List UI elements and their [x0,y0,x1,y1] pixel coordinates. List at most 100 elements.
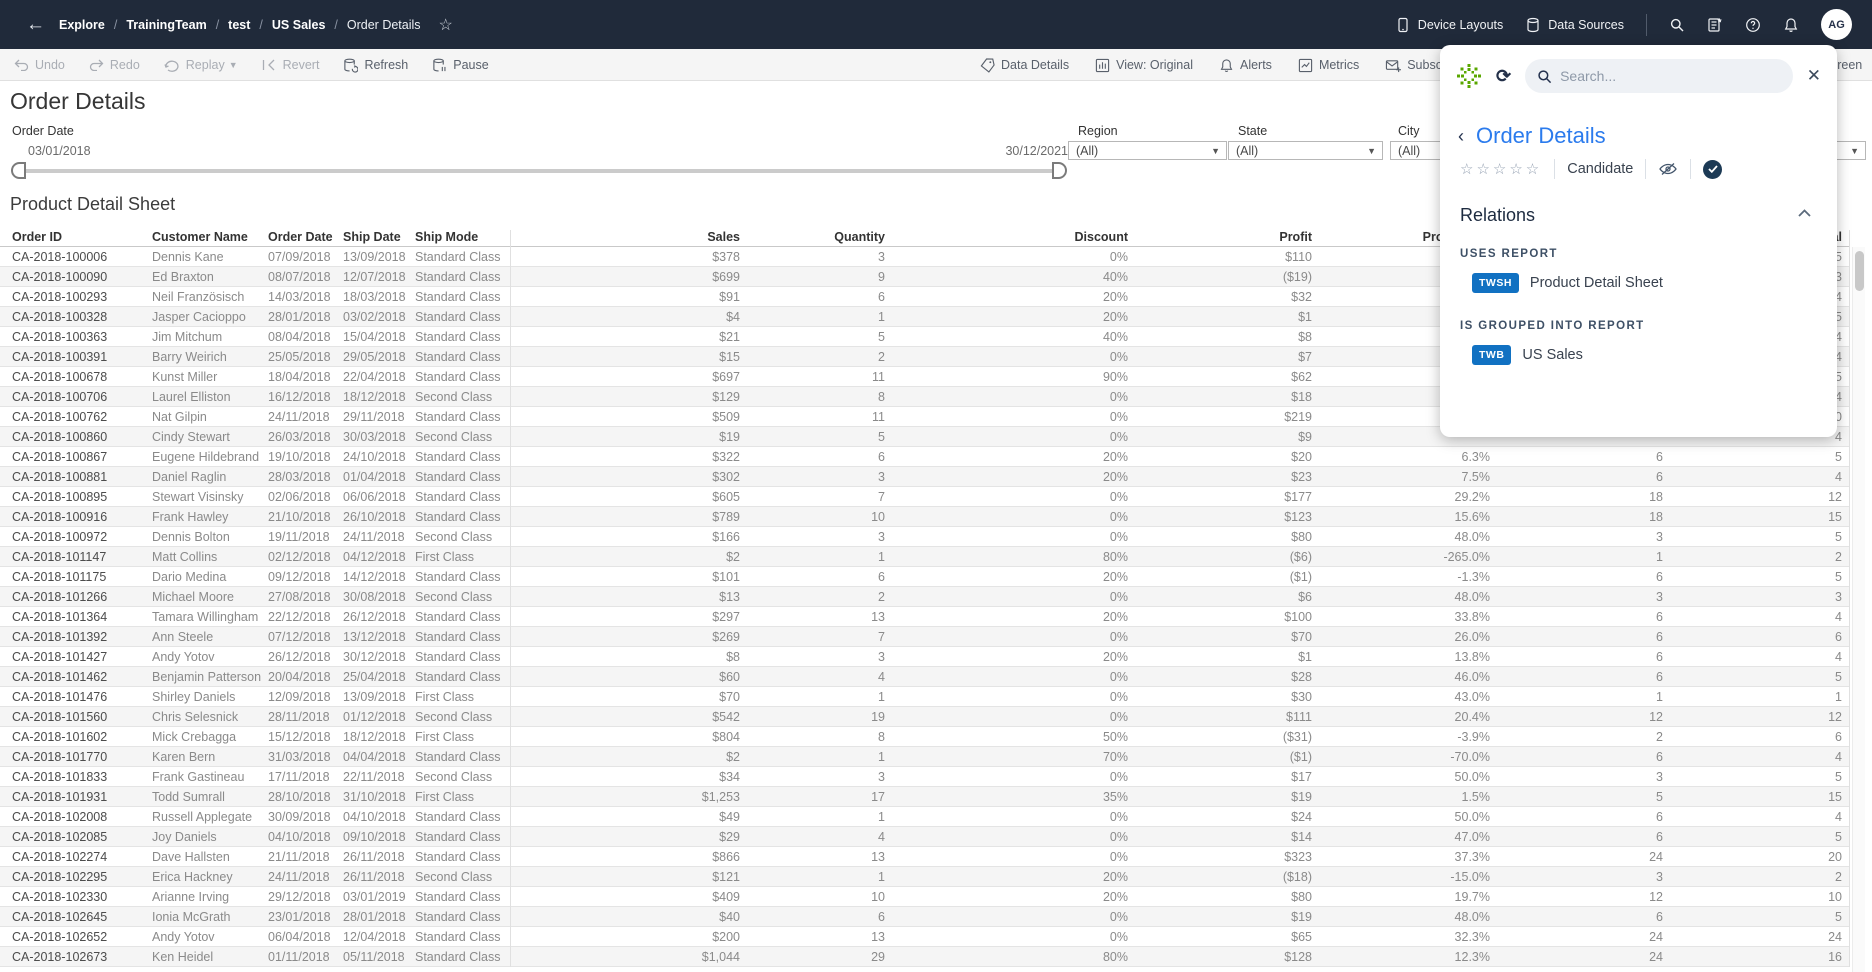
endorsed-check-badge[interactable] [1703,159,1723,179]
table-row[interactable]: CA-2018-102085 Joy Daniels 04/10/2018 09… [0,827,1850,847]
table-row[interactable]: CA-2018-102645 Ionia McGrath 23/01/2018 … [0,907,1850,927]
region-filter-dropdown[interactable]: (All) ▼ [1068,141,1227,160]
replay-button[interactable]: Replay ▼ [164,58,238,72]
state-filter-dropdown[interactable]: (All) ▼ [1228,141,1383,160]
date-slider-right-handle[interactable] [1052,162,1067,179]
breadcrumb-project[interactable]: TrainingTeam [126,17,207,32]
cell-ship-date: 30/08/2018 [343,590,406,604]
table-row[interactable]: CA-2018-100706 Laurel Elliston 16/12/201… [0,387,1850,407]
table-row[interactable]: CA-2018-100391 Barry Weirich 25/05/2018 … [0,347,1850,367]
table-row[interactable]: CA-2018-101476 Shirley Daniels 12/09/201… [0,687,1850,707]
table-row[interactable]: CA-2018-100867 Eugene Hildebrand 19/10/2… [0,447,1850,467]
table-row[interactable]: CA-2018-101175 Dario Medina 09/12/2018 1… [0,567,1850,587]
table-row[interactable]: CA-2018-101602 Mick Crebagga 15/12/2018 … [0,727,1850,747]
device-layouts-button[interactable]: Device Layouts [1395,17,1503,33]
revert-button[interactable]: Revert [262,58,319,72]
user-avatar[interactable]: AG [1821,9,1852,40]
table-row[interactable]: CA-2018-100860 Cindy Stewart 26/03/2018 … [0,427,1850,447]
related-item-us-sales[interactable]: TWB US Sales [1472,345,1583,365]
data-sources-button[interactable]: Data Sources [1525,17,1624,33]
cell-quantity: 1 [878,870,885,884]
view-original-button[interactable]: View: Original [1095,58,1193,73]
panel-asset-title[interactable]: Order Details [1476,123,1606,148]
cell-profit-ratio: 26.0% [1454,630,1490,644]
table-row[interactable]: CA-2018-100328 Jasper Cacioppo 28/01/201… [0,307,1850,327]
vertical-scrollbar[interactable] [1852,247,1865,972]
table-row[interactable]: CA-2018-102673 Ken Heidel 01/11/2018 05/… [0,947,1850,967]
table-row[interactable]: CA-2018-100895 Stewart Visinsky 02/06/20… [0,487,1850,507]
col-header-customer-name[interactable]: Customer Name [152,230,248,244]
table-row[interactable]: CA-2018-102008 Russell Applegate 30/09/2… [0,807,1850,827]
cell-order-id: CA-2018-100895 [12,490,108,504]
col-header-ship-mode[interactable]: Ship Mode [415,230,479,244]
table-row[interactable]: CA-2018-101392 Ann Steele 07/12/2018 13/… [0,627,1850,647]
table-row[interactable]: CA-2018-101364 Tamara Willingham 22/12/2… [0,607,1850,627]
panel-close-icon[interactable]: ✕ [1806,66,1821,85]
table-row[interactable]: CA-2018-100972 Dennis Bolton 19/11/2018 … [0,527,1850,547]
related-item-product-detail-sheet[interactable]: TWSH Product Detail Sheet [1472,273,1663,293]
cell-days-actual: 4 [1835,350,1842,364]
panel-search-box[interactable] [1525,59,1793,93]
panel-back-chevron-icon[interactable]: ‹ [1458,125,1464,146]
cell-order-id: CA-2018-101931 [12,790,108,804]
back-arrow-icon[interactable]: ← [26,13,45,35]
col-header-order-id[interactable]: Order ID [12,230,63,244]
alerts-button[interactable]: Alerts [1219,58,1272,73]
related-item-name[interactable]: US Sales [1522,347,1583,363]
table-row[interactable]: CA-2018-102295 Erica Hackney 24/11/2018 … [0,867,1850,887]
col-header-sales[interactable]: Sales [707,230,740,244]
notifications-bell-icon[interactable] [1783,17,1799,33]
table-row[interactable]: CA-2018-100293 Neil Französisch 14/03/20… [0,287,1850,307]
date-slider-left-handle[interactable] [11,162,26,179]
breadcrumb-workbook[interactable]: US Sales [271,17,326,32]
metrics-button[interactable]: Metrics [1298,58,1359,73]
table-row[interactable]: CA-2018-101560 Chris Selesnick 28/11/201… [0,707,1850,727]
customize-list-icon[interactable] [1707,17,1723,33]
col-header-profit[interactable]: Profit [1279,230,1312,244]
table-row[interactable]: CA-2018-100090 Ed Braxton 08/07/2018 12/… [0,267,1850,287]
table-row[interactable]: CA-2018-102652 Andy Yotov 06/04/2018 12/… [0,927,1850,947]
cell-days-actual: 16 [1828,950,1842,964]
table-row[interactable]: CA-2018-100762 Nat Gilpin 24/11/2018 29/… [0,407,1850,427]
favorite-star-icon[interactable]: ☆ [438,16,453,34]
col-header-order-date[interactable]: Order Date [268,230,333,244]
undo-button[interactable]: Undo [14,58,65,72]
table-row[interactable]: CA-2018-100363 Jim Mitchum 08/04/2018 15… [0,327,1850,347]
collapse-chevron-icon[interactable] [1798,209,1811,217]
help-icon[interactable] [1745,17,1761,33]
panel-search-input[interactable] [1560,68,1781,84]
alation-logo-icon[interactable] [1456,63,1482,89]
table-row[interactable]: CA-2018-101147 Matt Collins 02/12/2018 0… [0,547,1850,567]
star-rating[interactable]: ☆☆☆☆☆ [1460,161,1543,178]
breadcrumb-explore[interactable]: Explore [59,17,105,32]
table-row[interactable]: CA-2018-101462 Benjamin Patterson 20/04/… [0,667,1850,687]
replay-caret-icon[interactable]: ▼ [228,60,238,70]
table-row[interactable]: CA-2018-101266 Michael Moore 27/08/2018 … [0,587,1850,607]
table-row[interactable]: CA-2018-101770 Karen Bern 31/03/2018 04/… [0,747,1850,767]
col-header-discount[interactable]: Discount [1074,230,1128,244]
refresh-button[interactable]: Refresh [343,58,408,73]
table-row[interactable]: CA-2018-102274 Dave Hallsten 21/11/2018 … [0,847,1850,867]
table-row[interactable]: CA-2018-100881 Daniel Raglin 28/03/2018 … [0,467,1850,487]
panel-refresh-icon[interactable]: ⟳ [1496,65,1512,86]
cell-days-scheduled: 12 [1649,710,1663,724]
data-details-button[interactable]: Data Details [980,57,1069,73]
table-row[interactable]: CA-2018-100916 Frank Hawley 21/10/2018 2… [0,507,1850,527]
table-row[interactable]: CA-2018-102330 Arianne Irving 29/12/2018… [0,887,1850,907]
related-item-name[interactable]: Product Detail Sheet [1529,275,1663,291]
redo-button[interactable]: Redo [89,58,140,72]
col-header-quantity[interactable]: Quantity [834,230,885,244]
table-row[interactable]: CA-2018-100678 Kunst Miller 18/04/2018 2… [0,367,1850,387]
table-row[interactable]: CA-2018-101427 Andy Yotov 26/12/2018 30/… [0,647,1850,667]
table-row[interactable]: CA-2018-101833 Frank Gastineau 17/11/201… [0,767,1850,787]
date-range-slider-track[interactable] [14,169,1060,173]
scrollbar-thumb[interactable] [1855,251,1864,291]
pause-button[interactable]: Pause [432,58,489,73]
breadcrumb-subproject[interactable]: test [228,17,251,32]
table-row[interactable]: CA-2018-100006 Dennis Kane 07/09/2018 13… [0,247,1850,267]
eye-slash-icon[interactable] [1658,161,1678,177]
table-row[interactable]: CA-2018-101931 Todd Sumrall 28/10/2018 3… [0,787,1850,807]
search-icon[interactable] [1669,17,1685,33]
undo-icon [14,59,29,71]
col-header-ship-date[interactable]: Ship Date [343,230,401,244]
